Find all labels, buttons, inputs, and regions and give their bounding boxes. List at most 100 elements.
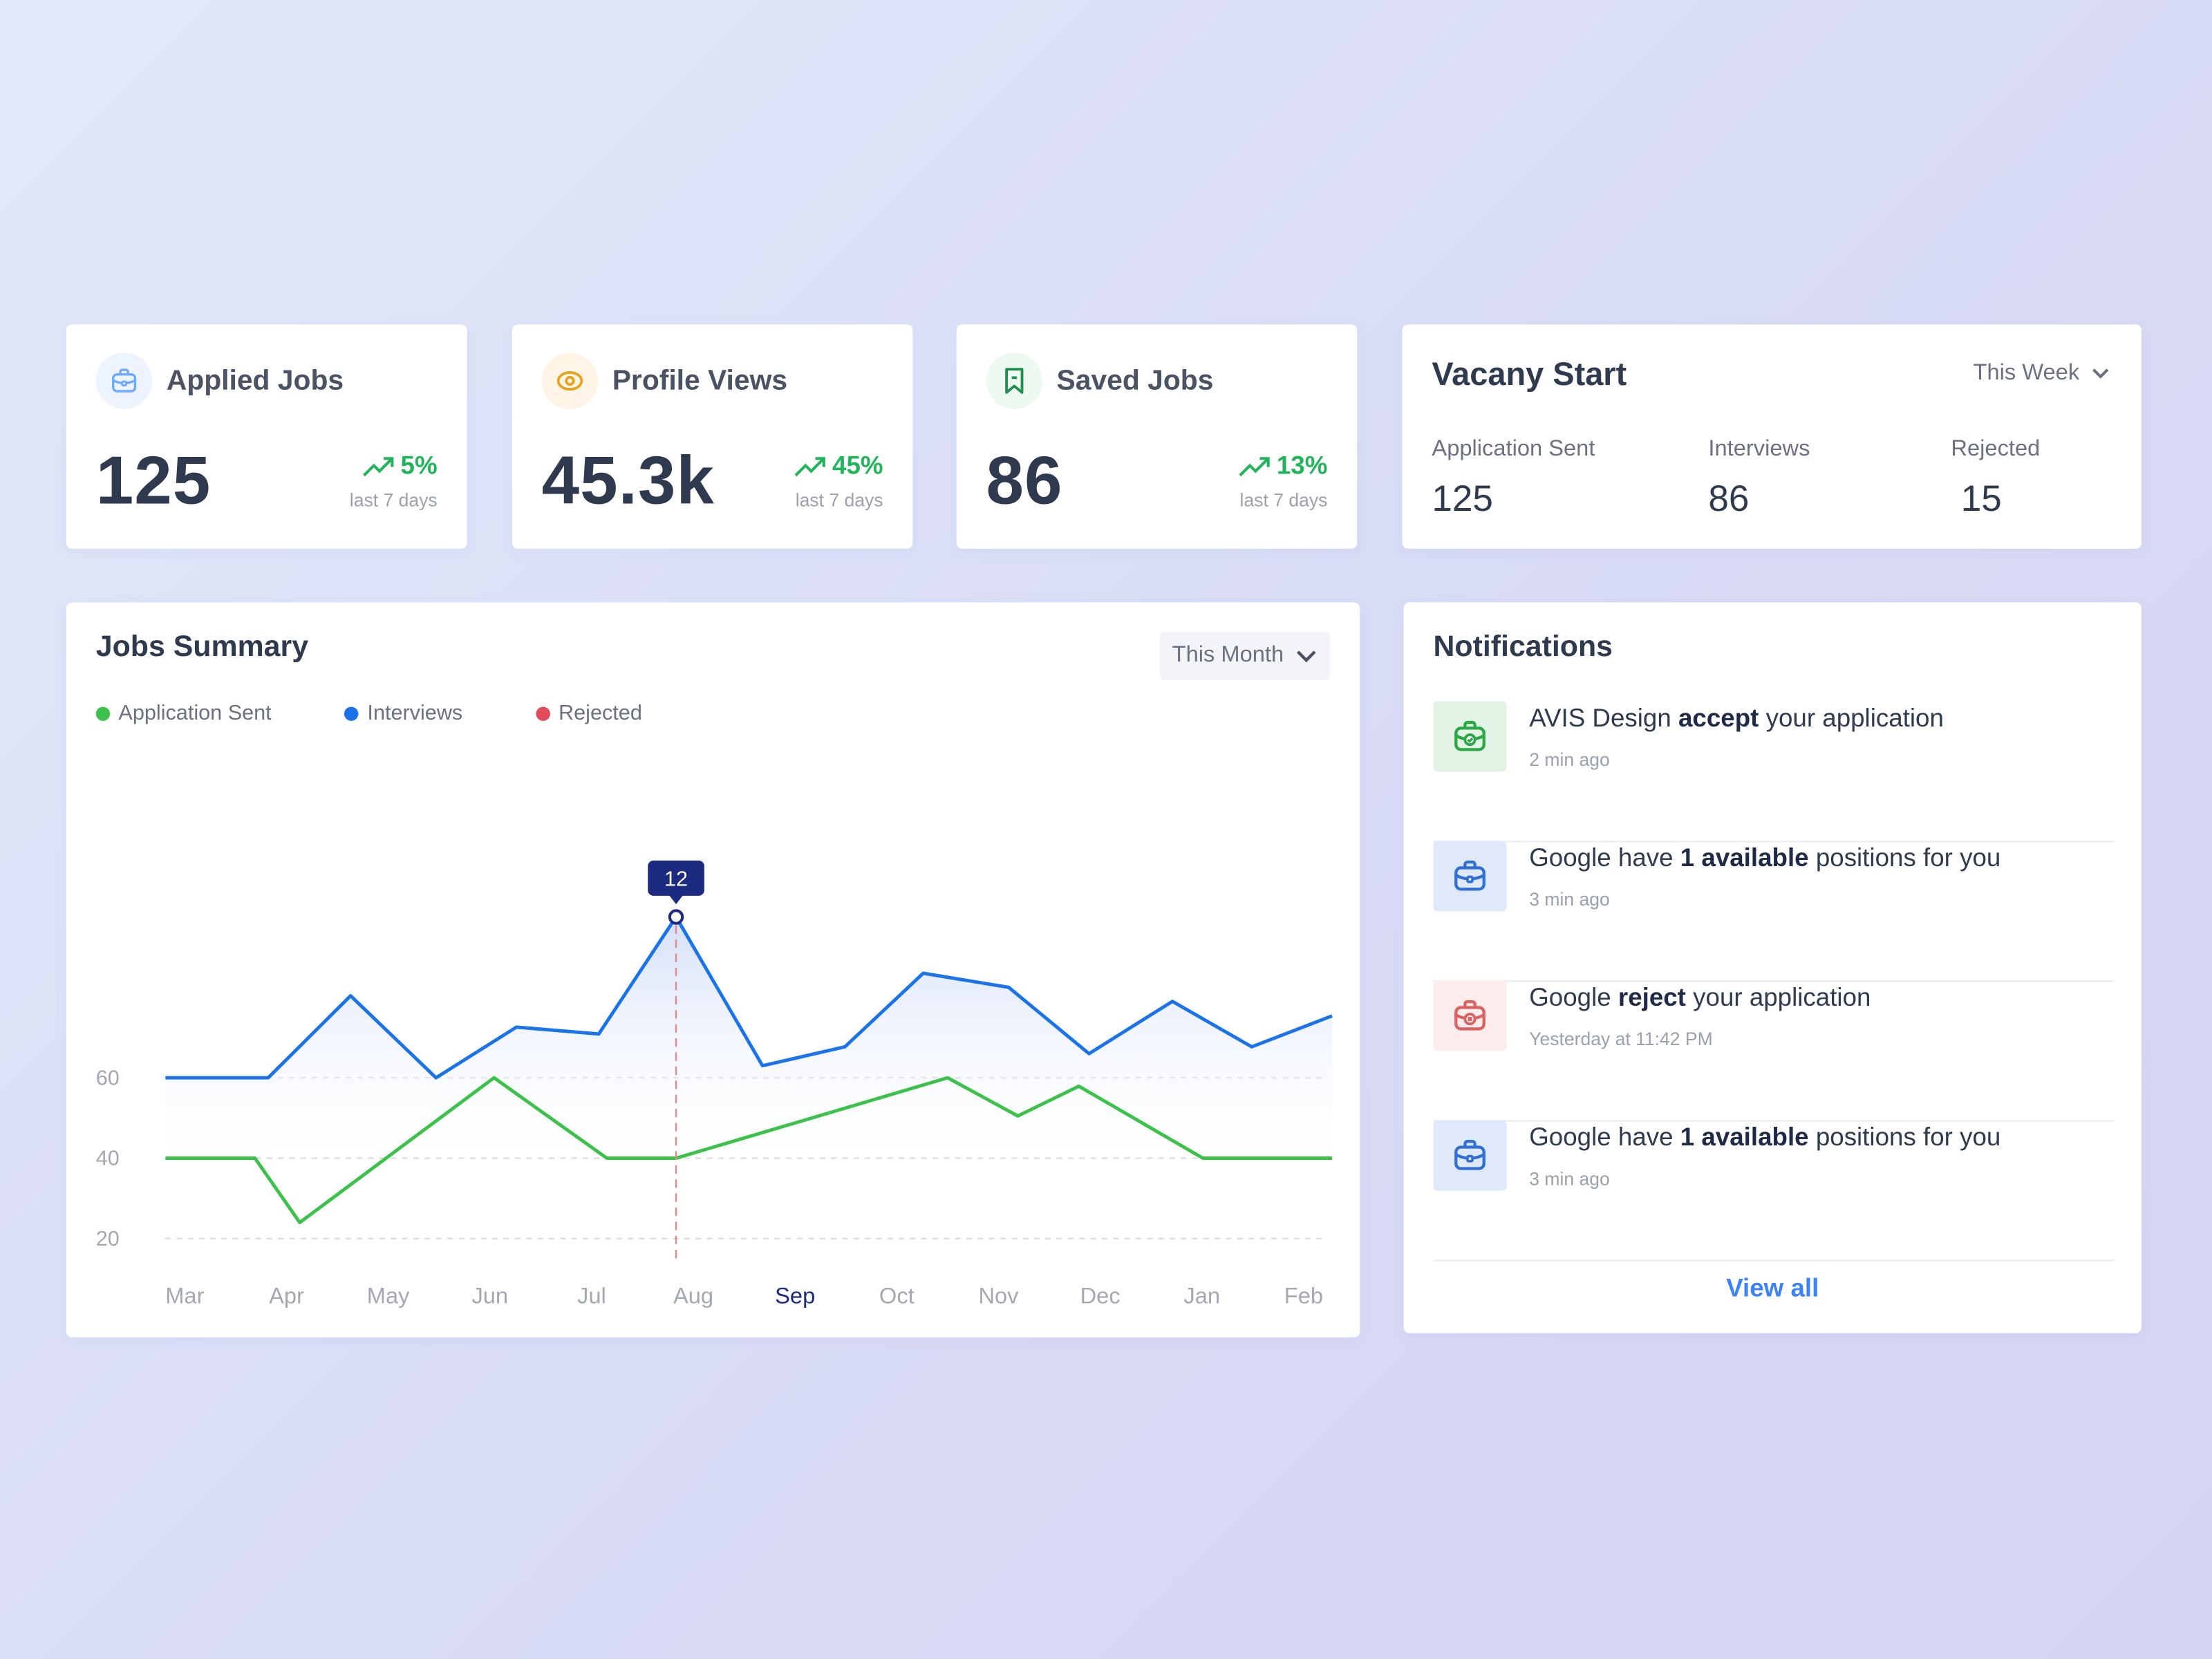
- text: your application: [1759, 704, 1944, 733]
- notification-text: Google reject your application: [1529, 983, 1871, 1013]
- month-filter-dropdown[interactable]: This Month: [1159, 632, 1331, 680]
- tooltip-pointer: [668, 894, 684, 905]
- stat-card-applied-jobs[interactable]: Applied Jobs 125 5% last 7 days: [66, 324, 467, 549]
- briefcase-icon: [1433, 1120, 1507, 1191]
- stat-title: Profile Views: [612, 364, 788, 396]
- vacancy-title: Vacany Start: [1432, 355, 1627, 393]
- week-filter-label: This Week: [1973, 361, 2080, 386]
- eye-icon: [541, 353, 599, 409]
- text: positions for you: [1808, 1123, 2001, 1152]
- view-all-link[interactable]: View all: [1726, 1273, 1819, 1302]
- stat-trend: 45% last 7 days: [794, 451, 883, 511]
- vacancy-col-rejected: Rejected 15: [1951, 438, 2040, 521]
- text-bold: reject: [1618, 983, 1686, 1012]
- stat-change: 5%: [400, 451, 438, 480]
- x-tick-label: Mar: [165, 1283, 204, 1309]
- notification-time: 2 min ago: [1529, 749, 1610, 771]
- legend-item[interactable]: Application Sent: [95, 701, 272, 725]
- stat-change: 13%: [1276, 451, 1328, 480]
- x-tick-label: Jul: [577, 1283, 606, 1309]
- stat-value: 125: [95, 444, 212, 520]
- jobs-summary-title: Jobs Summary: [95, 630, 309, 664]
- vacancy-col-sent: Application Sent 125: [1432, 438, 1595, 521]
- notifications-card: Notifications AVIS Design accept your ap…: [1403, 602, 2141, 1333]
- chevron-down-icon: [1296, 650, 1316, 663]
- y-tick-label: 60: [96, 1066, 120, 1089]
- stat-card-saved-jobs[interactable]: Saved Jobs 86 13% last 7 days: [956, 324, 1358, 549]
- legend-label: Rejected: [559, 701, 642, 725]
- x-tick-label: Apr: [269, 1283, 304, 1309]
- legend-label: Application Sent: [118, 701, 272, 725]
- notification-time: 3 min ago: [1529, 1168, 1610, 1190]
- x-tick-label: Aug: [673, 1283, 713, 1309]
- notification-time: Yesterday at 11:42 PM: [1529, 1028, 1713, 1050]
- legend-dot: [344, 706, 359, 720]
- series-line-interviews: [165, 915, 1333, 1080]
- stat-card-profile-views[interactable]: Profile Views 45.3k 45% last 7 days: [512, 324, 913, 549]
- text: positions for you: [1808, 843, 2001, 872]
- text: your application: [1685, 983, 1871, 1012]
- x-tick-label: Feb: [1284, 1283, 1323, 1309]
- label: Application Sent: [1432, 437, 1595, 462]
- value: 15: [1960, 476, 2002, 520]
- notification-text: AVIS Design accept your application: [1529, 704, 1944, 733]
- text-bold: accept: [1678, 704, 1759, 733]
- text-bold: 1 available: [1680, 1123, 1809, 1152]
- notification-item[interactable]: Google have 1 available positions for yo…: [1433, 1120, 2115, 1262]
- highlight-point: [668, 909, 684, 925]
- stat-period: last 7 days: [1239, 489, 1328, 511]
- label: Interviews: [1708, 437, 1810, 462]
- notification-item[interactable]: AVIS Design accept your application 2 mi…: [1433, 701, 2115, 843]
- briefcase-check-icon: [1433, 701, 1507, 772]
- label: Rejected: [1951, 437, 2041, 462]
- chevron-down-icon: [2092, 368, 2109, 379]
- trending-up-icon: [1239, 456, 1270, 476]
- stat-value: 45.3k: [541, 444, 715, 520]
- vacancy-card: Vacany Start This Week Application Sent 1…: [1402, 324, 2141, 549]
- stat-period: last 7 days: [795, 489, 883, 511]
- notification-item[interactable]: Google have 1 available positions for yo…: [1433, 841, 2115, 982]
- month-filter-label: This Month: [1172, 643, 1284, 668]
- text: Google have: [1529, 1123, 1680, 1152]
- notification-text: Google have 1 available positions for yo…: [1529, 843, 2000, 873]
- briefcase-icon: [95, 353, 153, 409]
- jobs-summary-card: Jobs Summary This Month Application Sent…: [66, 602, 1360, 1338]
- bookmark-icon: [986, 353, 1043, 409]
- x-tick-label: Oct: [879, 1283, 915, 1309]
- legend-item[interactable]: Interviews: [344, 701, 463, 725]
- legend-dot: [536, 706, 550, 720]
- vacancy-col-interviews: Interviews 86: [1708, 438, 1810, 521]
- briefcase-x-icon: [1433, 980, 1507, 1051]
- trending-up-icon: [363, 456, 394, 476]
- legend-dot: [95, 706, 111, 720]
- x-tick-label: Sep: [775, 1283, 815, 1309]
- trending-up-icon: [794, 456, 825, 476]
- series-area: [165, 917, 1333, 1179]
- stat-title: Applied Jobs: [166, 364, 344, 396]
- legend-item[interactable]: Rejected: [536, 701, 642, 725]
- stat-header: Saved Jobs: [986, 353, 1213, 409]
- notification-time: 3 min ago: [1529, 888, 1610, 910]
- y-tick-label: 20: [96, 1227, 120, 1250]
- x-tick-label: Jun: [471, 1283, 508, 1309]
- text: Google have: [1529, 843, 1680, 872]
- x-tick-label: Nov: [978, 1283, 1019, 1309]
- text: Google: [1529, 983, 1618, 1012]
- y-tick-label: 40: [96, 1147, 120, 1170]
- stat-header: Profile Views: [541, 353, 788, 409]
- legend-label: Interviews: [367, 701, 463, 725]
- chart-legend: Application Sent Interviews Rejected: [95, 701, 642, 725]
- x-tick-label: Dec: [1080, 1283, 1121, 1309]
- briefcase-icon: [1433, 841, 1507, 912]
- week-filter-dropdown[interactable]: This Week: [1974, 361, 2111, 386]
- notification-item[interactable]: Google reject your application Yesterday…: [1433, 980, 2115, 1122]
- text: AVIS Design: [1529, 704, 1678, 733]
- stat-change: 45%: [832, 451, 883, 480]
- tooltip-box: [648, 860, 704, 896]
- tooltip-value: 12: [664, 868, 688, 891]
- notification-text: Google have 1 available positions for yo…: [1529, 1123, 2000, 1152]
- stat-trend: 13% last 7 days: [1239, 451, 1328, 511]
- stat-trend: 5% last 7 days: [350, 451, 438, 511]
- x-tick-label: May: [367, 1283, 410, 1309]
